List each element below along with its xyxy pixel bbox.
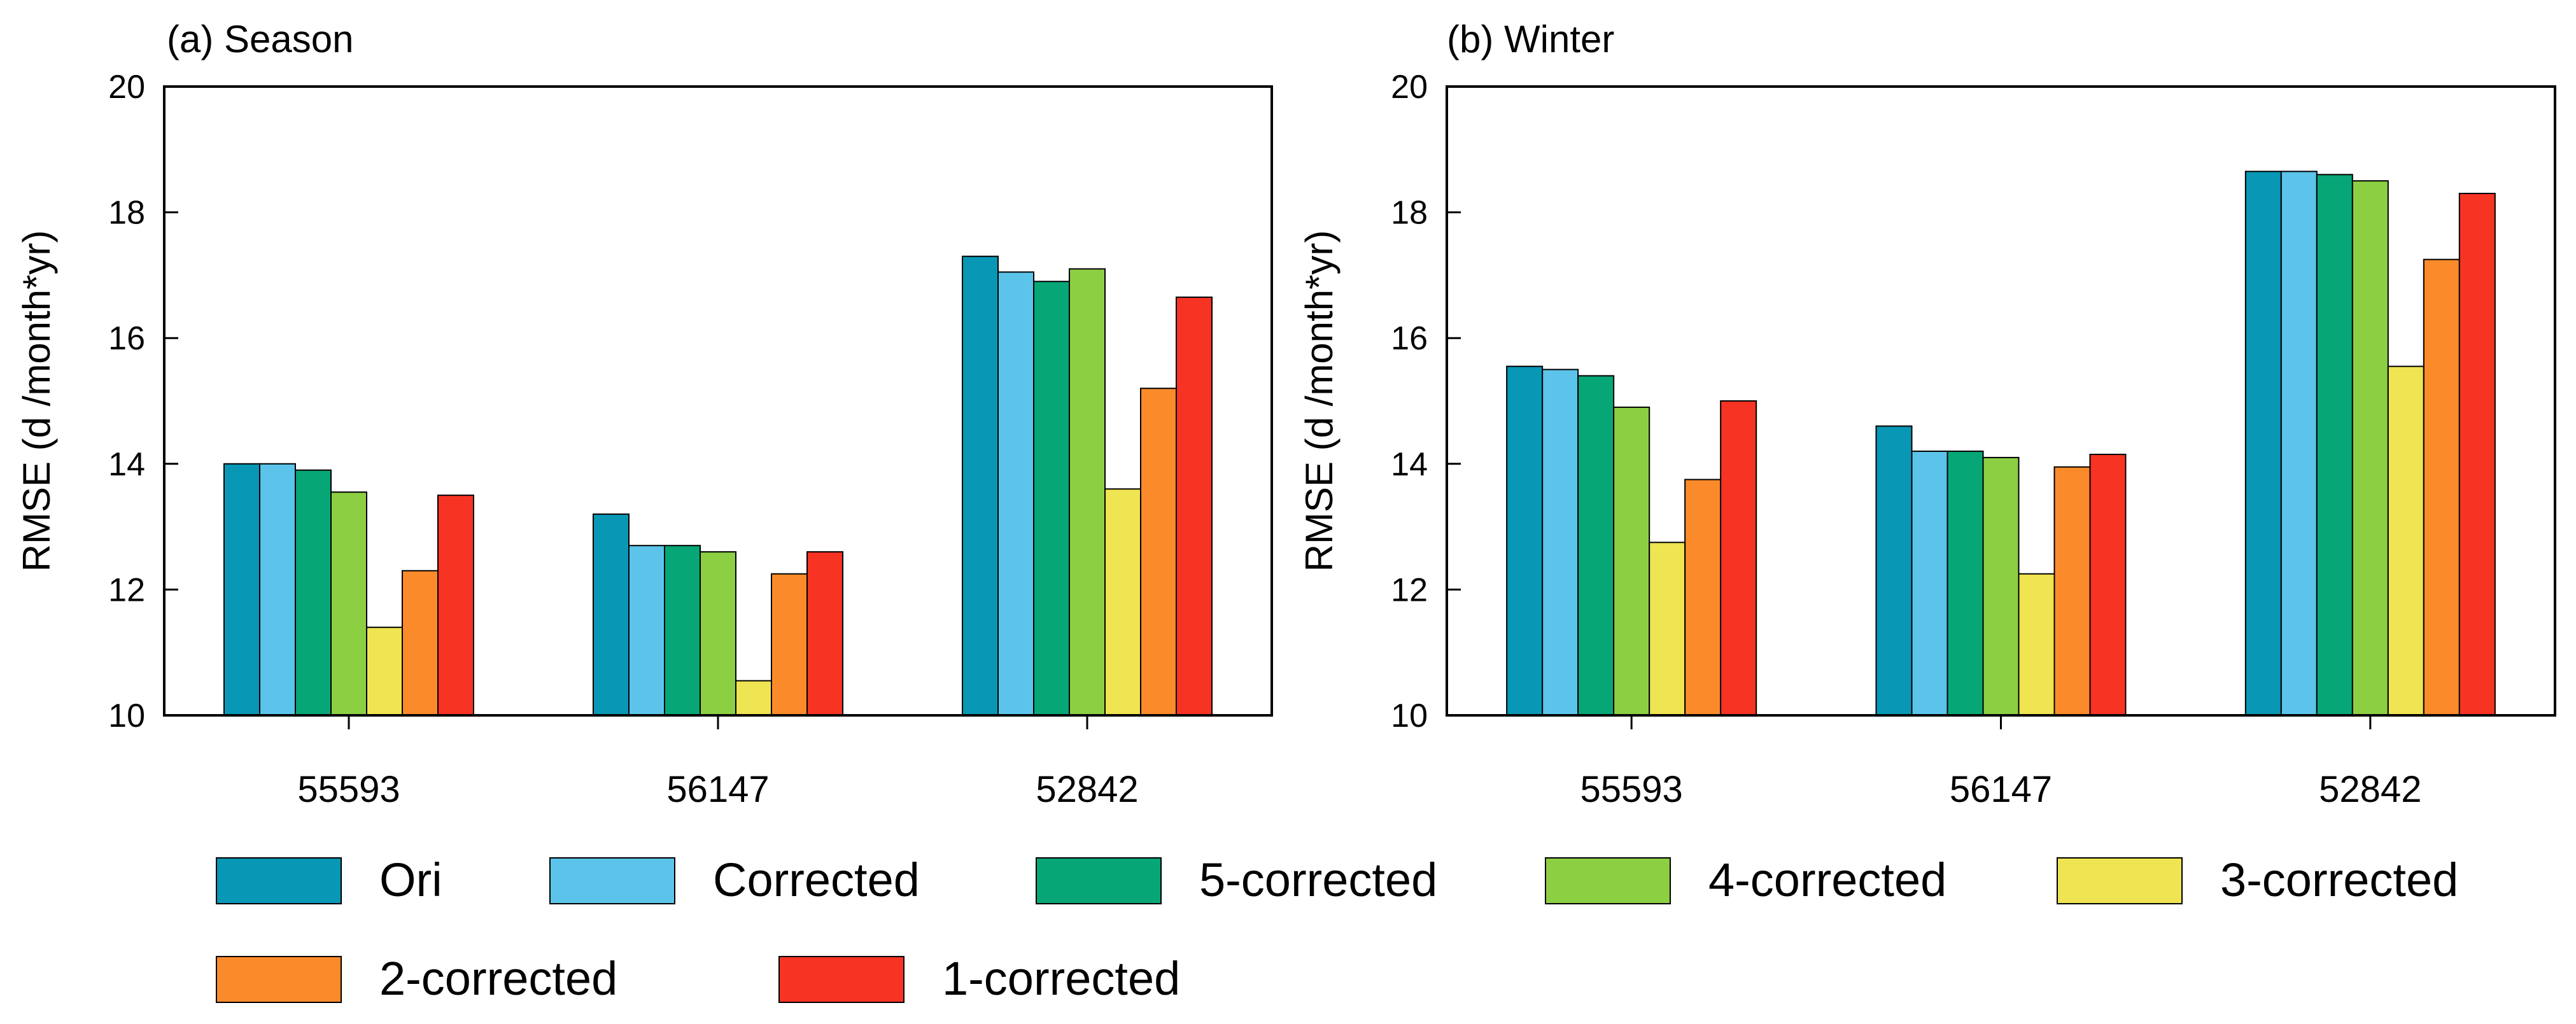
panel-title: (b) Winter (1447, 18, 1614, 60)
bar-4-corrected-56147 (1982, 456, 2020, 716)
bar-corrected-56147 (1911, 451, 1948, 716)
bar-3-corrected-55593 (1649, 542, 1686, 716)
y-tick-label: 18 (1391, 195, 1428, 232)
y-tick-label: 12 (1391, 572, 1428, 608)
x-tick-label: 56147 (1950, 769, 2052, 810)
legend-label: 2-corrected (379, 952, 617, 1005)
y-tick-label: 16 (108, 320, 145, 357)
y-axis-label: RMSE (d /month*yr) (1298, 230, 1341, 572)
bar-2-corrected-52842 (1140, 388, 1177, 716)
legend-swatch-ori (216, 857, 342, 904)
y-tick-label: 12 (108, 572, 145, 608)
bar-5-corrected-55593 (295, 469, 332, 716)
x-tick-label: 55593 (1580, 769, 1683, 810)
bar-ori-55593 (1506, 365, 1544, 716)
y-axis-label: RMSE (d /month*yr) (15, 230, 58, 572)
bar-1-corrected-55593 (437, 494, 474, 716)
y-tick-label: 16 (1391, 320, 1428, 357)
x-tick-label: 56147 (666, 769, 769, 810)
bar-ori-52842 (962, 255, 999, 716)
legend-label: Corrected (713, 853, 920, 906)
bar-2-corrected-56147 (2053, 466, 2091, 716)
y-tick-label: 14 (108, 446, 145, 483)
bar-ori-55593 (223, 463, 260, 716)
legend-swatch-5-corrected (1036, 857, 1162, 904)
bar-1-corrected-56147 (2089, 453, 2127, 716)
bar-corrected-55593 (1542, 368, 1579, 716)
legend-swatch-corrected (549, 857, 675, 904)
bar-3-corrected-52842 (1104, 488, 1141, 716)
bar-ori-52842 (2244, 171, 2282, 716)
bar-1-corrected-52842 (1176, 296, 1213, 717)
bar-ori-56147 (1875, 425, 1913, 717)
bar-1-corrected-52842 (2458, 192, 2496, 716)
bar-4-corrected-56147 (700, 551, 736, 716)
bar-1-corrected-55593 (1720, 400, 1757, 716)
legend-label: 5-corrected (1199, 853, 1437, 906)
bar-2-corrected-55593 (402, 570, 439, 717)
bar-2-corrected-52842 (2423, 258, 2460, 716)
legend-label: 4-corrected (1708, 853, 1946, 906)
y-tick-label: 20 (108, 69, 145, 106)
x-tick-label: 55593 (297, 769, 400, 810)
legend-label: 1-corrected (942, 952, 1180, 1005)
bar-4-corrected-52842 (2351, 180, 2389, 716)
bar-2-corrected-56147 (771, 573, 808, 717)
bar-3-corrected-56147 (735, 680, 772, 717)
y-tick-label: 18 (108, 195, 145, 232)
bar-corrected-52842 (2280, 171, 2318, 716)
legend: Ori Corrected 5-corrected 4-corrected 3-corr… (216, 853, 2458, 1005)
x-tick-label: 52842 (1036, 769, 1138, 810)
bar-corrected-52842 (997, 271, 1034, 716)
legend-swatch-3-corrected (2057, 857, 2183, 904)
bar-ori-56147 (593, 513, 630, 717)
legend-label: 3-corrected (2220, 853, 2458, 906)
bar-5-corrected-52842 (1033, 281, 1070, 716)
legend-swatch-2-corrected (216, 956, 342, 1003)
panel-title: (a) Season (167, 18, 354, 60)
bar-1-corrected-56147 (806, 551, 843, 716)
x-tick-label: 52842 (2319, 769, 2421, 810)
y-tick-label: 14 (1391, 446, 1428, 483)
bar-5-corrected-52842 (2316, 174, 2353, 716)
legend-swatch-4-corrected (1545, 857, 1671, 904)
y-tick-label: 20 (1391, 69, 1428, 106)
bar-5-corrected-55593 (1577, 375, 1615, 716)
bar-5-corrected-56147 (664, 545, 701, 716)
legend-swatch-1-corrected (778, 956, 904, 1003)
bar-3-corrected-52842 (2387, 365, 2425, 716)
bar-corrected-55593 (259, 463, 296, 716)
bar-3-corrected-56147 (2018, 573, 2055, 717)
y-tick-label: 10 (108, 698, 145, 734)
bar-5-corrected-56147 (1946, 451, 1984, 716)
panel-winter: (b) Winter RMSE (d /month*yr) 10 12 14 16 18 20… (1298, 18, 2556, 810)
bar-4-corrected-55593 (1613, 406, 1650, 716)
bar-3-corrected-55593 (366, 626, 403, 716)
bar-4-corrected-55593 (330, 491, 367, 716)
bar-4-corrected-52842 (1069, 268, 1106, 716)
panel-season: (a) Season RMSE (d /month*yr) 10 12 14 16 18 20… (15, 18, 1273, 810)
legend-label: Ori (379, 853, 442, 906)
bar-corrected-56147 (628, 545, 665, 716)
y-tick-label: 10 (1391, 698, 1428, 734)
bar-2-corrected-55593 (1684, 479, 1722, 716)
